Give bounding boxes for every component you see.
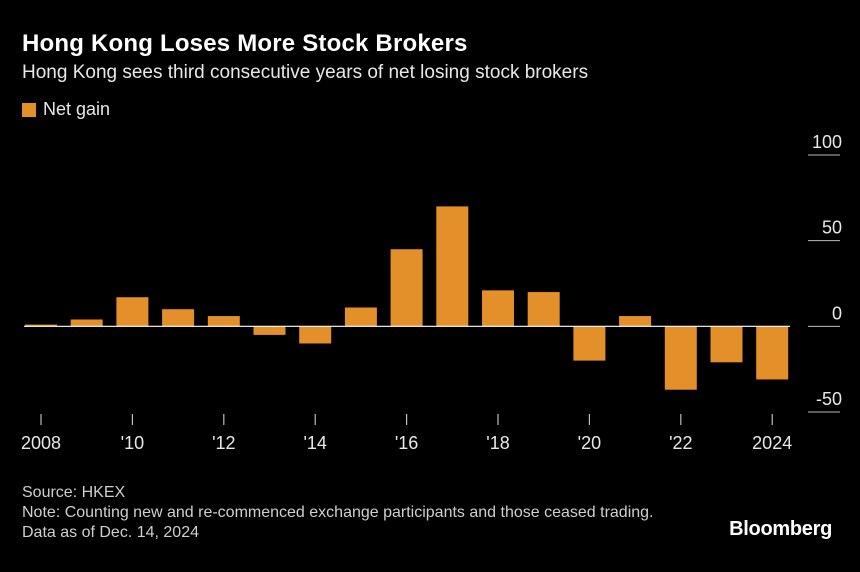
- x-tick-label: '18: [486, 433, 509, 453]
- x-tick-label: '20: [578, 433, 601, 453]
- bar-2010: [116, 297, 149, 327]
- bar-2017: [436, 206, 469, 327]
- bar-2024: [756, 326, 789, 380]
- bar-2019: [527, 292, 560, 327]
- bloomberg-logo: Bloomberg: [729, 518, 832, 540]
- x-tick-label: '12: [212, 433, 235, 453]
- x-tick-label: 2008: [21, 433, 61, 453]
- bar-2023: [710, 326, 743, 363]
- x-tick-label: '14: [303, 433, 326, 453]
- x-tick-label: '22: [669, 433, 692, 453]
- bar-2013: [253, 326, 286, 335]
- bar-2008: [25, 324, 57, 327]
- y-tick-label: 100: [812, 132, 842, 152]
- legend-label: Net gain: [43, 99, 111, 119]
- chart-title: Hong Kong Loses More Stock Brokers: [22, 30, 468, 57]
- y-tick-label: 0: [832, 303, 842, 323]
- chart-footer: Source: HKEX Note: Counting new and re-c…: [22, 483, 662, 543]
- note-text: Note: Counting new and re-commenced exch…: [22, 504, 654, 541]
- bar-2021: [619, 316, 652, 327]
- x-tick-label: '16: [395, 433, 418, 453]
- bar-2020: [573, 326, 606, 361]
- bar-2022: [664, 326, 697, 390]
- chart-subtitle: Hong Kong sees third consecutive years o…: [22, 62, 589, 83]
- bar-2011: [162, 309, 195, 327]
- source-text: Source: HKEX: [22, 484, 126, 501]
- bar-2012: [207, 316, 240, 327]
- x-tick-label: 2024: [752, 433, 792, 453]
- bar-2014: [299, 326, 332, 344]
- bar-2015: [344, 307, 377, 327]
- y-tick-label: 50: [822, 218, 842, 238]
- x-tick-label: '10: [121, 433, 144, 453]
- bar-2009: [70, 319, 103, 327]
- legend-swatch: [22, 102, 36, 117]
- y-tick-label: -50: [816, 389, 842, 409]
- legend: Net gain: [22, 99, 110, 120]
- bar-2016: [390, 249, 423, 327]
- bar-2018: [482, 290, 514, 327]
